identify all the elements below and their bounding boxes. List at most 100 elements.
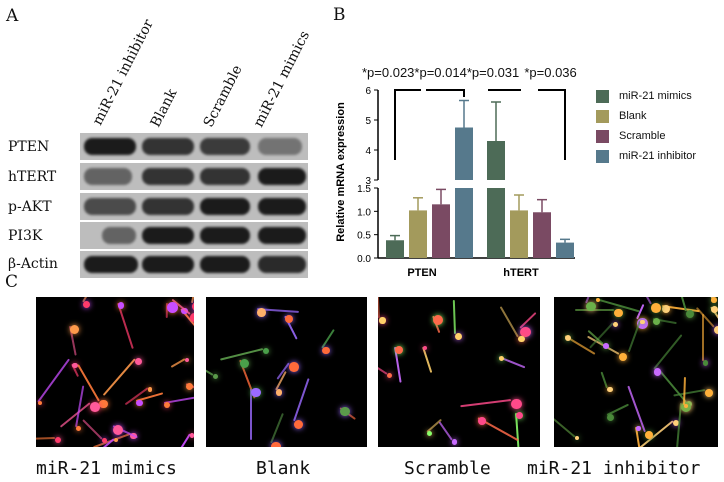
band-label-pten: PTEN — [8, 139, 50, 155]
legend-swatch — [596, 149, 609, 163]
legend-item-blank: Blank — [596, 106, 696, 126]
cell-process — [36, 358, 70, 403]
cell-body — [574, 436, 579, 441]
cell-body — [189, 433, 194, 439]
pvalue-1: *p=0.023 — [362, 65, 415, 80]
y-tick-label: 3 — [365, 176, 371, 187]
cell-body — [636, 426, 641, 431]
cell-process — [219, 347, 264, 361]
cell-body — [262, 347, 270, 355]
cell-body — [478, 417, 486, 426]
cell-body — [455, 332, 463, 340]
cell-body — [69, 325, 79, 335]
bar — [487, 188, 505, 258]
cell-body — [614, 309, 623, 318]
cell-body — [136, 400, 143, 407]
cell-body — [618, 352, 627, 361]
cell-body — [427, 430, 433, 437]
pvalue-3: *p=0.031 — [466, 65, 520, 80]
cell-process — [701, 313, 704, 362]
cell-process — [206, 354, 214, 376]
band-label-bactin: β-Actin — [8, 256, 58, 272]
cell-process — [625, 297, 653, 305]
cell-process — [378, 297, 381, 319]
legend-label: Blank — [619, 110, 647, 122]
legend-item-scramble: Scramble — [596, 126, 696, 146]
cell-body — [515, 411, 524, 420]
cell-process — [682, 376, 686, 405]
cell-process — [321, 329, 336, 349]
cell-body — [498, 356, 505, 362]
cell-body — [101, 438, 107, 443]
cell-process — [438, 421, 453, 442]
blot-strip-htert — [80, 163, 308, 190]
cell-process — [250, 388, 253, 440]
bar — [556, 242, 574, 258]
cell-process — [633, 420, 674, 447]
legend-item-inhibitor: miR-21 inhibitor — [596, 146, 696, 166]
cell-body — [83, 301, 91, 309]
cell-process — [519, 311, 538, 329]
cell-process — [36, 437, 56, 441]
micrograph-inhibitor — [554, 297, 718, 447]
cell-process — [600, 371, 609, 388]
band-label-pakt: p-AKT — [8, 199, 52, 215]
pvalue-2: *p=0.014 — [414, 65, 467, 80]
legend: miR-21 mimics Blank Scramble miR-21 inhi… — [596, 86, 696, 166]
y-tick-label: 6 — [365, 86, 371, 97]
cell-body — [705, 389, 714, 397]
micrograph-scramble — [378, 297, 540, 447]
cell-process — [170, 358, 186, 368]
cell-process — [421, 346, 432, 373]
bar — [409, 210, 427, 258]
band-label-htert: hTERT — [8, 169, 57, 185]
cell-body — [520, 326, 531, 337]
micrograph-label-scramble: Scramble — [404, 458, 491, 479]
legend-swatch — [596, 129, 609, 143]
panel-label-c: C — [5, 272, 19, 292]
cell-body — [257, 308, 267, 317]
bar — [510, 210, 528, 258]
x-label-pten: PTEN — [407, 267, 436, 279]
significance-brackets — [394, 89, 566, 160]
cell-process — [82, 419, 103, 440]
cell-body — [713, 326, 718, 335]
cell-body — [275, 389, 283, 396]
cell-body — [294, 419, 304, 429]
cell-body — [240, 359, 250, 369]
cell-process — [460, 399, 512, 408]
cell-body — [76, 425, 82, 431]
lane-label-mimics: miR-21 mimics — [250, 28, 314, 130]
cell-body — [595, 297, 601, 303]
legend-item-mimics: miR-21 mimics — [596, 86, 696, 106]
bracket-4 — [538, 89, 566, 160]
blot-strip-pakt — [80, 193, 308, 220]
cell-body — [72, 362, 78, 369]
cell-body — [711, 297, 717, 303]
bar — [432, 204, 450, 258]
cell-body — [394, 346, 403, 355]
cell-body — [285, 315, 294, 324]
bar — [386, 240, 404, 258]
x-label-htert: hTERT — [503, 267, 539, 279]
cell-process — [499, 305, 519, 338]
cell-body — [192, 301, 194, 312]
legend-swatch — [596, 89, 609, 103]
lane-label-blank: Blank — [147, 86, 181, 130]
y-tick-label: 5 — [365, 116, 371, 127]
cell-body — [652, 317, 661, 326]
cell-body — [603, 343, 609, 349]
cell-process — [453, 299, 457, 334]
bar — [455, 188, 473, 258]
cell-body — [164, 401, 170, 408]
cell-process — [378, 354, 388, 376]
cell-process — [175, 433, 191, 447]
cell-body — [517, 335, 525, 343]
blot-strip-pi3k — [80, 222, 308, 249]
cell-body — [432, 315, 444, 326]
micrograph-label-blank: Blank — [256, 458, 311, 479]
pvalue-4: *p=0.036 — [524, 65, 577, 80]
cell-body — [184, 357, 190, 363]
bar — [533, 212, 551, 258]
bar — [487, 141, 505, 180]
